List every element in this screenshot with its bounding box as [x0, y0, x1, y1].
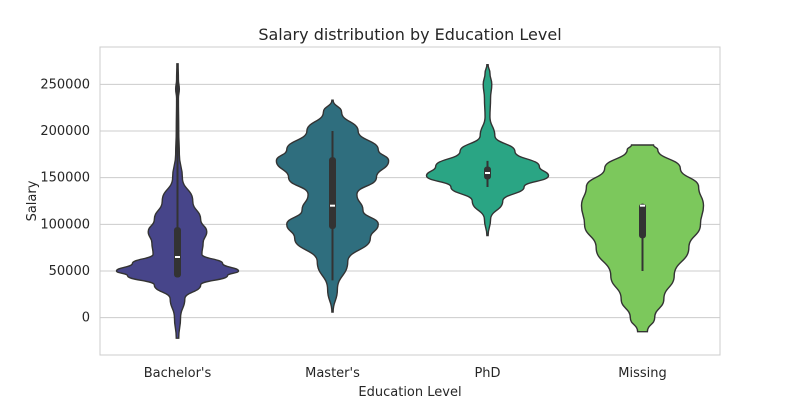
y-tick-label: 50000: [49, 264, 90, 279]
x-tick-label: Missing: [618, 366, 666, 381]
x-axis-label: Education Level: [358, 385, 461, 400]
violin-box: [174, 227, 181, 278]
x-tick-label: PhD: [474, 366, 500, 381]
y-tick-label: 100000: [40, 217, 90, 232]
plot-frame: [99, 46, 721, 356]
violin-layer: [115, 63, 705, 339]
violin-box: [329, 157, 336, 229]
y-tick-label: 150000: [40, 171, 90, 186]
violin-body: [425, 64, 550, 237]
y-tick-label: 200000: [40, 124, 90, 139]
x-tick-label: Bachelor's: [144, 366, 212, 381]
violin-box: [639, 203, 646, 239]
chart-title: Salary distribution by Education Level: [258, 25, 561, 44]
x-tick-label: Master's: [305, 366, 360, 381]
tick-layer: 0 50000 100000 150000 200000 250000 Bachelor's…: [40, 77, 666, 381]
y-tick-label: 250000: [40, 77, 90, 92]
y-tick-label: 0: [82, 311, 90, 326]
y-axis-label: Salary: [25, 180, 40, 221]
